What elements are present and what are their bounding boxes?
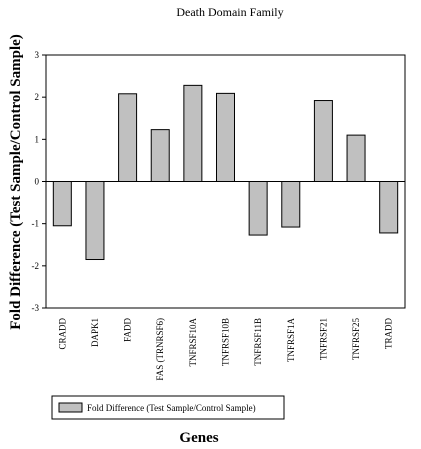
category-label: FADD [123, 318, 133, 342]
bar [248, 181, 268, 236]
y-tick-label: -2 [32, 261, 40, 271]
category-label: TNFRSF10A [188, 317, 198, 366]
bar [346, 134, 366, 183]
legend-swatch [58, 402, 83, 413]
category-label: TNFRSF1A [286, 317, 296, 362]
plot-area: -3 -2 -1 0 1 2 3 CRADD DAPK1 FADD FAS (TRNRSF6) TNF… [32, 50, 406, 381]
bar [281, 181, 301, 228]
category-label: DAPK1 [90, 318, 100, 347]
y-tick-label: -1 [32, 219, 40, 229]
legend-box [51, 395, 285, 420]
category-label: TNFRSF21 [318, 318, 328, 360]
y-tick-label: 3 [35, 50, 40, 60]
y-tick-label: -3 [32, 303, 40, 313]
bar [52, 181, 72, 227]
y-axis-label: Fold Difference (Test Sample/Control Sam… [8, 34, 24, 330]
category-label: FAS (TRNRSF6) [155, 318, 165, 381]
bar [313, 100, 333, 182]
category-label: TRADD [384, 318, 394, 349]
legend-label: Fold Difference (Test Sample/Control Sam… [87, 403, 256, 413]
category-label: TNFRSF10B [221, 318, 231, 366]
bar [216, 92, 235, 182]
y-tick-label: 1 [35, 134, 40, 144]
bar [150, 129, 170, 182]
category-label: TNFRSF11B [253, 318, 263, 366]
bar [85, 181, 105, 261]
x-axis-label: Genes [179, 430, 218, 446]
chart-title: Death Domain Family [176, 5, 283, 19]
bar [379, 181, 399, 234]
y-tick-label: 0 [35, 177, 40, 187]
legend: Fold Difference (Test Sample/Control Sam… [51, 395, 285, 420]
category-label: CRADD [57, 318, 67, 350]
y-tick-label: 2 [35, 92, 40, 102]
bar [118, 93, 138, 182]
bar [183, 84, 203, 182]
category-label: TNFRSF25 [351, 318, 361, 361]
